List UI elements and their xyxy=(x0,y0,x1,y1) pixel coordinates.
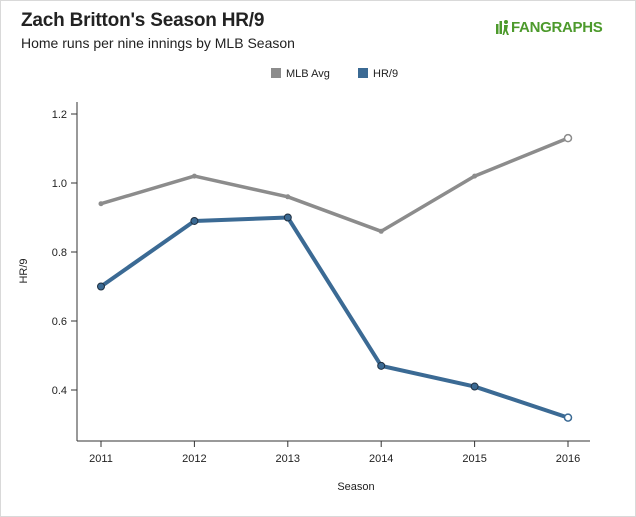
data-point-hr-9[interactable] xyxy=(283,213,292,222)
legend-swatch-hr9 xyxy=(358,68,368,78)
chart-subtitle: Home runs per nine innings by MLB Season xyxy=(21,35,295,51)
data-point-mlb-avg[interactable] xyxy=(563,133,573,143)
x-tick-label: 2014 xyxy=(369,453,393,465)
y-tick-label: 1.2 xyxy=(52,109,67,121)
y-ticks: 0.4 0.6 0.8 1.0 1.2 xyxy=(52,109,77,397)
y-tick-label: 0.4 xyxy=(52,385,67,397)
x-tick-label: 2012 xyxy=(182,453,206,465)
x-ticks: 2011 2012 2013 2014 2015 2016 xyxy=(89,441,580,465)
data-point-mlb-avg[interactable] xyxy=(285,194,291,200)
x-tick-label: 2011 xyxy=(89,453,113,465)
logo-text: FANGRAPHS xyxy=(511,18,603,36)
x-tick-label: 2016 xyxy=(556,453,580,465)
series-line-mlb-avg xyxy=(99,136,570,234)
data-point-hr-9[interactable] xyxy=(190,216,199,225)
y-tick-label: 1.0 xyxy=(52,178,67,190)
data-point-hr-9[interactable] xyxy=(377,361,386,370)
chart-title: Zach Britton's Season HR/9 xyxy=(21,10,265,31)
x-axis-title: Season xyxy=(337,481,374,493)
y-tick-label: 0.8 xyxy=(52,247,67,259)
legend-label-hr9: HR/9 xyxy=(373,68,398,80)
data-point-hr-9[interactable] xyxy=(563,413,573,422)
x-tick-label: 2015 xyxy=(462,453,486,465)
data-point-mlb-avg[interactable] xyxy=(191,173,197,179)
y-axis-title: HR/9 xyxy=(18,258,30,283)
data-point-mlb-avg[interactable] xyxy=(98,201,104,207)
legend-swatch-mlb-avg xyxy=(271,68,281,78)
series-group xyxy=(97,133,573,422)
x-tick-label: 2013 xyxy=(276,453,300,465)
legend: MLB Avg HR/9 xyxy=(271,68,398,80)
legend-label-mlb-avg: MLB Avg xyxy=(286,68,330,80)
data-point-hr-9[interactable] xyxy=(97,282,105,291)
batter-icon xyxy=(496,20,509,35)
data-point-mlb-avg[interactable] xyxy=(378,228,384,234)
data-point-mlb-avg[interactable] xyxy=(472,173,478,179)
data-point-hr-9[interactable] xyxy=(470,382,479,391)
y-tick-label: 0.6 xyxy=(52,316,67,328)
series-line-hr-9 xyxy=(99,215,570,420)
fangraphs-logo[interactable]: FANGRAPHS xyxy=(496,18,603,36)
